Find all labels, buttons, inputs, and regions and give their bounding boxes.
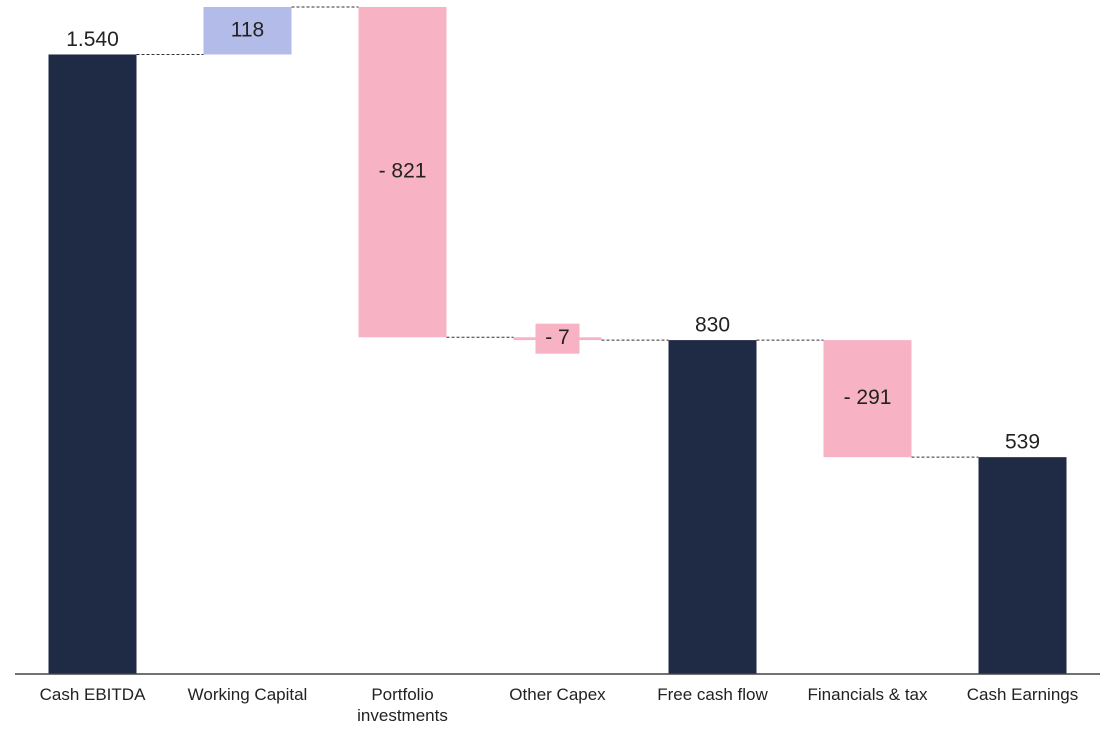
bar [823,340,912,458]
label-bg [535,323,580,354]
x-tick-label: Cash Earnings [966,685,1079,704]
value-label: 1.540 [66,28,119,51]
value-label: - 821 [379,160,427,183]
x-tick-label: Portfolio investments [357,685,448,725]
value-label: 539 [1005,431,1040,454]
bar [203,7,292,55]
value-label: - 7 [545,326,570,349]
value-label: - 291 [844,386,892,409]
bar [358,7,447,338]
value-label: 830 [695,314,730,337]
x-tick-label: Free cash flow [657,685,768,704]
x-tick-label: Financials & tax [807,685,928,704]
bar [668,340,757,674]
x-tick-label: Other Capex [509,685,606,704]
x-tick-label: Working Capital [187,685,308,704]
x-tick-label: Cash EBITDA [39,685,146,704]
bar [48,54,137,674]
value-label: 118 [231,18,264,41]
bar [978,457,1067,674]
